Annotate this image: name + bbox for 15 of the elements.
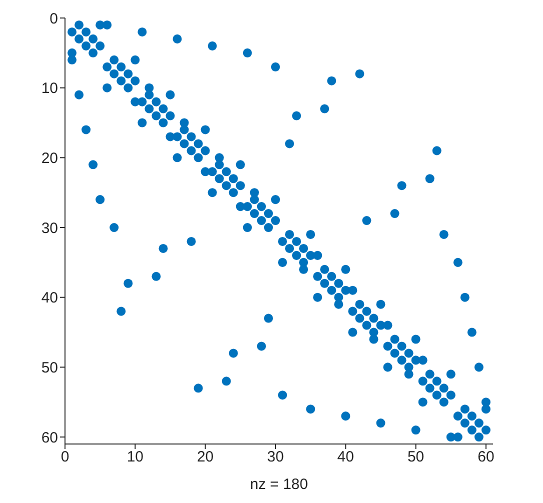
x-tick-label: 50 bbox=[407, 448, 424, 466]
y-tick-label: 50 bbox=[41, 360, 58, 377]
y-tick-label: 0 bbox=[50, 10, 58, 28]
y-tick-label: 60 bbox=[41, 429, 58, 446]
x-tick-label: 40 bbox=[337, 448, 354, 466]
x-tick-label: 30 bbox=[267, 448, 284, 466]
x-tick-label: 20 bbox=[196, 448, 214, 466]
y-tick-label: 10 bbox=[41, 80, 58, 98]
y-tick-label: 30 bbox=[41, 220, 58, 237]
x-tick-label: 60 bbox=[478, 448, 494, 466]
y-tick-label: 40 bbox=[41, 290, 58, 307]
x-tick-label: 10 bbox=[126, 448, 144, 466]
x-axis-title: nz = 180 bbox=[250, 476, 308, 493]
y-tick-label: 20 bbox=[41, 150, 58, 167]
x-tick-label: 0 bbox=[60, 448, 70, 466]
